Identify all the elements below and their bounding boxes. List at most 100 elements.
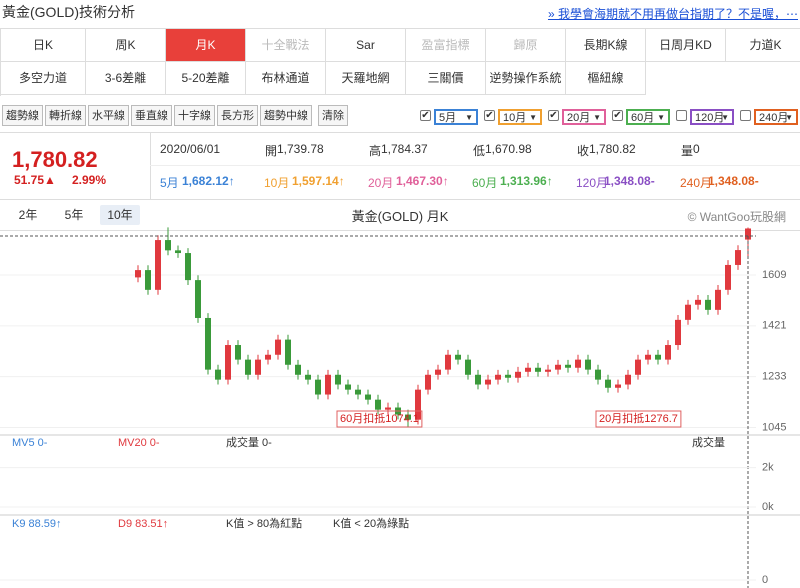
chart-title: 黃金(GOLD) 月K [351,209,449,224]
ma-select-label: 10月 [503,112,527,124]
tab[interactable]: 月K [166,29,246,62]
ma-select-label: 20月 [567,112,591,124]
tab[interactable]: 天羅地網 [326,62,406,95]
ma-select-label: 240月 [759,112,789,124]
tool-button[interactable]: 長方形 [217,105,258,126]
candle-body [535,367,541,372]
annotation: 20月扣抵1276.7 [599,411,678,425]
quote-label: 高 [369,144,382,158]
tab[interactable]: 周K [86,29,166,62]
ma-select-label: 120月 [695,112,725,124]
tab[interactable]: 十全戰法 [246,29,326,62]
candle-body [635,359,641,375]
quote-value: 0 [693,142,700,156]
candle-body [205,317,211,370]
ma-select-label: 5月 [439,112,457,124]
ma-select-arrow: ▼ [785,113,793,122]
quote-value: 1,670.98 [485,142,532,156]
tab[interactable]: 三關價 [406,62,486,95]
ma-value: 1,467.30↑ [396,174,449,188]
ma-select[interactable]: 60月 ▼ [626,109,670,125]
ma-value: 1,682.12↑ [182,174,235,188]
tool-button[interactable]: 轉折線 [45,105,86,126]
ma-select[interactable]: 20月 ▼ [562,109,606,125]
tab[interactable]: 盈富指標 [406,29,486,62]
candle-body [745,228,751,240]
tab[interactable]: 逆勢操作系統 [486,62,566,95]
candle-body [305,374,311,380]
candle-body [565,364,571,368]
ma-value: 1,313.96↑ [500,174,553,188]
divider [150,165,800,166]
candle-body [375,399,381,410]
candle-body [735,250,741,265]
ma-select-arrow: ▼ [593,113,601,122]
quote-label: 開 [265,144,278,158]
ma-checkbox[interactable] [676,110,687,121]
candle-body [175,250,181,254]
tab[interactable]: 3-6差離 [86,62,166,95]
tab[interactable]: Sar [326,29,406,62]
candle-body [655,354,661,360]
tab[interactable]: 長期K線 [566,29,646,62]
tab[interactable]: 力道K [726,29,800,62]
tab[interactable]: 5-20差離 [166,62,246,95]
candle-body [435,369,441,375]
range-button[interactable]: 5年 [64,208,84,222]
candle-body [165,240,171,251]
candle-body [425,374,431,390]
tool-button[interactable]: 趨勢中線 [260,105,312,126]
candle-body [685,304,691,320]
quote-label: 低 [473,144,486,158]
tab-grid: 日K 周K 月K 十全戰法 Sar 盈富指標 歸原 長期K線 日周月KD 力道K 多空力道 3-6差離… [0,28,800,96]
ma-checkbox[interactable] [740,110,751,121]
ma-checkbox[interactable]: ✔ [484,110,495,121]
tab[interactable]: 歸原 [486,29,566,62]
candle-body [195,280,201,318]
tab[interactable]: 布林通道 [246,62,326,95]
candle-body [185,253,191,281]
y-tick-label: 2k [762,461,774,473]
ma-value: 1,348.08- [708,174,759,188]
range-button[interactable]: 10年 [100,205,140,225]
quote-value: 1,739.78 [277,142,324,156]
ma-checkbox[interactable]: ✔ [612,110,623,121]
ma-label: 240月 [680,176,713,190]
candle-body [555,364,561,370]
tab[interactable]: 日周月KD [646,29,726,62]
ma-select[interactable]: 10月 ▼ [498,109,542,125]
ma-select-arrow: ▼ [529,113,537,122]
candle-body [145,270,151,290]
ma-checkbox[interactable]: ✔ [420,110,431,121]
tool-button[interactable]: 趨勢線 [2,105,43,126]
ma-value: 1,348.08- [604,174,655,188]
tab[interactable]: 樞紐線 [566,62,646,95]
range-button[interactable]: 2年 [18,208,38,222]
tool-button[interactable]: 水平線 [88,105,129,126]
tab[interactable]: 日K [1,29,86,62]
candle-body [595,369,601,380]
clear-button[interactable]: 清除 [318,105,348,126]
ma-checkbox[interactable]: ✔ [548,110,559,121]
tool-button[interactable]: 十字線 [174,105,215,126]
candle-body [135,270,141,278]
candle-body [665,345,671,360]
candle-body [335,374,341,385]
quote-label: 收 [577,144,590,158]
y-tick-label: 1233 [762,371,786,383]
ma-select[interactable]: 5月 ▼ [434,109,478,125]
ma-label: 5月 [160,176,179,190]
tab[interactable]: 多空力道 [1,62,86,95]
candle-body [575,359,581,368]
tool-button[interactable]: 垂直線 [131,105,172,126]
promo-link[interactable]: » 我學會海期就不用再做台指期了？不是喔，⋯ [547,7,798,21]
volume-name: 成交量 [692,435,725,449]
ma-select[interactable]: 240月 ▼ [754,109,798,125]
volume-legend: MV20 0- [118,437,160,449]
ma-select[interactable]: 120月 ▼ [690,109,734,125]
ma-select-arrow: ▼ [721,113,729,122]
candle-body [585,359,591,370]
candle-body [245,359,251,375]
quote-value: 1,784.37 [381,142,428,156]
